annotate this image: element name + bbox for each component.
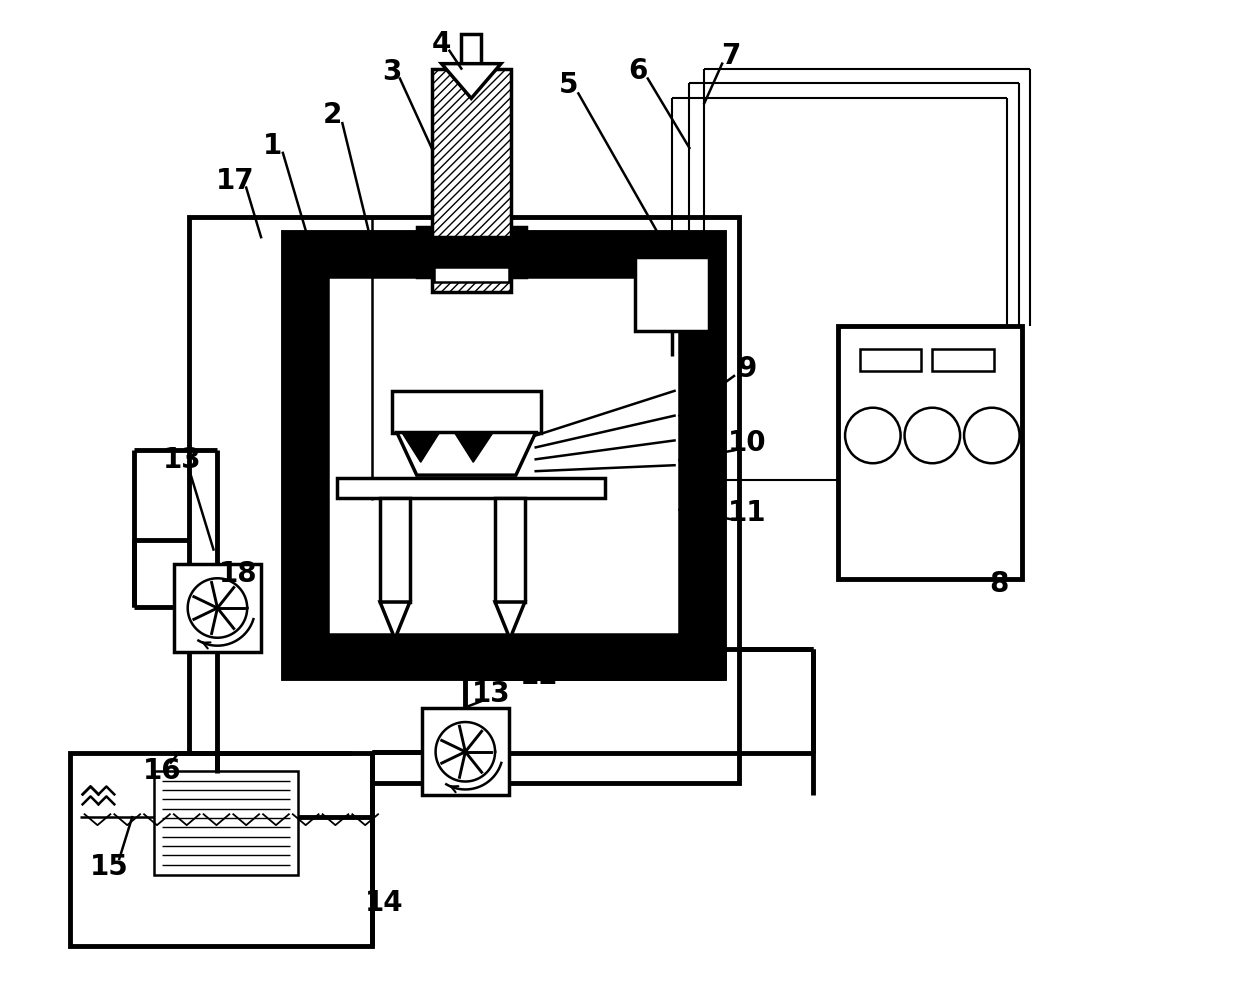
Polygon shape [397,433,536,475]
Circle shape [963,408,1019,463]
Text: 10: 10 [728,430,766,457]
Text: 16: 16 [143,757,181,784]
Bar [174,564,262,652]
Bar [932,349,993,371]
Bar [417,227,526,277]
Text: 1: 1 [263,132,283,160]
Text: 12: 12 [520,663,558,690]
Bar [838,326,1022,579]
Text: 3: 3 [382,58,402,86]
Polygon shape [441,64,501,98]
Bar [432,69,511,292]
Polygon shape [495,602,525,639]
Bar [635,257,709,331]
Polygon shape [379,602,409,639]
Bar [434,267,508,282]
Text: 11: 11 [728,498,766,527]
Text: 13: 13 [471,680,511,709]
Text: 13: 13 [162,446,201,474]
Text: 4: 4 [432,29,451,58]
Text: 7: 7 [722,41,740,70]
Bar [461,33,481,64]
Polygon shape [454,433,494,462]
Bar [417,227,434,277]
Text: 9: 9 [738,355,756,383]
Text: 15: 15 [91,853,129,881]
Text: 2: 2 [322,101,342,129]
Bar [511,227,528,277]
Text: 6: 6 [629,57,647,85]
Bar [392,391,541,433]
Bar [188,217,739,782]
Text: 8: 8 [990,570,1008,599]
Bar [337,478,605,498]
Bar [327,277,680,634]
Bar [69,753,372,946]
Polygon shape [402,433,439,462]
Bar [283,232,724,678]
Bar [154,771,298,875]
Text: 14: 14 [365,890,403,917]
Bar [495,498,525,602]
Bar [422,708,508,795]
Circle shape [846,408,900,463]
Text: 17: 17 [216,167,254,195]
Bar [432,237,511,277]
Text: 5: 5 [559,72,578,99]
Circle shape [904,408,960,463]
Bar [379,498,409,602]
Text: 18: 18 [219,560,258,588]
Bar [861,349,921,371]
